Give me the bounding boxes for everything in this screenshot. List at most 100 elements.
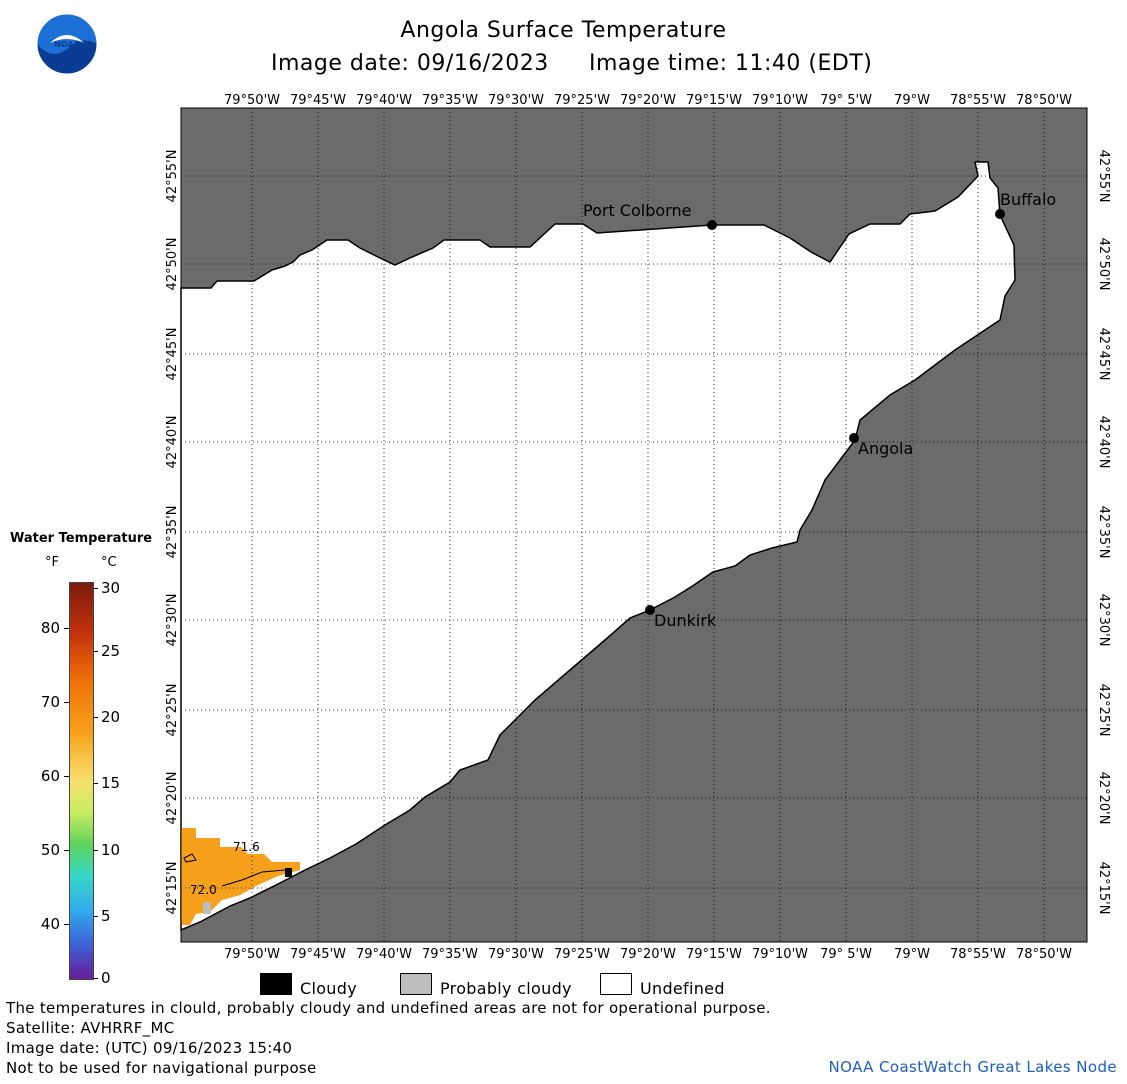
- legend-label-undefined: Undefined: [640, 979, 725, 998]
- colorbar-tick-c: 30: [101, 579, 121, 597]
- lat-label: 42°25'N: [165, 684, 180, 737]
- lat-label: 42°55'N: [165, 150, 180, 203]
- lon-label: 79°10'W: [752, 947, 808, 962]
- lon-labels-bottom: 79°50'W 79°45'W 79°40'W 79°35'W 79°30'W 79°25…: [224, 947, 1072, 962]
- cloudy-pixel: [285, 868, 292, 877]
- colorbar-tick-c: 0: [101, 969, 111, 987]
- colorbar-tick-mark: [64, 702, 69, 703]
- colorbar-tick-mark: [93, 783, 98, 784]
- colorbar-tick-mark: [93, 651, 98, 652]
- city-marker: [849, 433, 859, 443]
- footer-navigation-warning: Not to be used for navigational purpose: [6, 1059, 317, 1077]
- city-label: Dunkirk: [654, 611, 717, 630]
- lat-labels-left: 42°55'N 42°50'N 42°45'N 42°40'N 42°35'N 42°30…: [165, 150, 180, 915]
- lat-label: 42°40'N: [1096, 416, 1111, 469]
- colorbar-tick-mark: [93, 978, 98, 979]
- lon-label: 79°25'W: [554, 93, 610, 108]
- lat-label: 42°20'N: [165, 772, 180, 825]
- lat-label: 42°40'N: [165, 416, 180, 469]
- colorbar-tick-c: 20: [101, 708, 121, 726]
- probably-cloudy-pixel: [203, 902, 211, 914]
- city-label: Buffalo: [1000, 190, 1056, 209]
- lon-label: 79°25'W: [554, 947, 610, 962]
- lon-label: 79°15'W: [686, 93, 742, 108]
- colorbar-tick-c: 10: [101, 841, 121, 859]
- lat-labels-right: 42°55'N 42°50'N 42°45'N 42°40'N 42°35'N 42°30…: [1096, 150, 1111, 915]
- city-label: Angola: [858, 439, 913, 458]
- colorbar-title: Water Temperature: [10, 531, 153, 546]
- colorbar-tick-f: 60: [40, 767, 60, 785]
- lon-labels-top: 79°50'W 79°45'W 79°40'W 79°35'W 79°30'W 79°25…: [224, 93, 1072, 108]
- lon-label: 79°40'W: [356, 93, 412, 108]
- colorbar-tick-f: 40: [40, 915, 60, 933]
- colorbar-tick-mark: [64, 850, 69, 851]
- lon-label: 79°35'W: [422, 93, 478, 108]
- lon-label: 79°50'W: [224, 93, 280, 108]
- temp-label: 72.0: [190, 883, 217, 897]
- colorbar-tick-mark: [64, 776, 69, 777]
- colorbar-tick-mark: [64, 924, 69, 925]
- water-temp-patch: [181, 828, 300, 925]
- colorbar-tick-mark: [93, 717, 98, 718]
- lon-label: 78°55'W: [950, 93, 1006, 108]
- lat-label: 42°35'N: [165, 506, 180, 559]
- page-title: Angola Surface Temperature: [400, 18, 727, 43]
- lon-label: 79°W: [894, 947, 930, 962]
- lon-label: 79°45'W: [290, 93, 346, 108]
- lon-label: 79°30'W: [488, 93, 544, 108]
- city-marker: [995, 209, 1005, 219]
- lon-label: 78°50'W: [1016, 93, 1072, 108]
- lon-label: 78°50'W: [1016, 947, 1072, 962]
- footer-credit: NOAA CoastWatch Great Lakes Node: [828, 1058, 1117, 1076]
- colorbar-unit-f: °F: [45, 555, 59, 570]
- lon-label: 79°20'W: [620, 93, 676, 108]
- map-canvas: 71.6 72.0 79°50'W 79°45'W 79°40'W 79°35'W 79…: [165, 93, 1111, 962]
- lat-label: 42°45'N: [165, 328, 180, 381]
- lat-label: 42°50'N: [1096, 238, 1111, 291]
- colorbar-tick-mark: [93, 916, 98, 917]
- lon-label: 79°35'W: [422, 947, 478, 962]
- footer-satellite: Satellite: AVHRRF_MC: [6, 1019, 175, 1037]
- noaa-logo-text: NOAA: [54, 40, 80, 49]
- lat-label: 42°20'N: [1096, 772, 1111, 825]
- colorbar-tick-c: 25: [101, 642, 121, 660]
- lon-label: 79°10'W: [752, 93, 808, 108]
- lat-label: 42°15'N: [165, 862, 180, 915]
- lon-label: 79°40'W: [356, 947, 412, 962]
- image-time: Image time: 11:40 (EDT): [589, 51, 873, 76]
- lon-label: 79°30'W: [488, 947, 544, 962]
- lat-label: 42°30'N: [1096, 594, 1111, 647]
- city-marker: [645, 605, 655, 615]
- lon-label: 79°W: [894, 93, 930, 108]
- colorbar-tick-mark: [93, 588, 98, 589]
- colorbar-tick-mark: [93, 850, 98, 851]
- lat-label: 42°55'N: [1096, 150, 1111, 203]
- lat-label: 42°35'N: [1096, 506, 1111, 559]
- colorbar: [69, 582, 94, 980]
- lon-label: 79°15'W: [686, 947, 742, 962]
- lon-label: 79°50'W: [224, 947, 280, 962]
- footer-utc-date: Image date: (UTC) 09/16/2023 15:40: [6, 1039, 293, 1057]
- lat-label: 42°50'N: [165, 238, 180, 291]
- lon-label: 79° 5'W: [820, 93, 872, 108]
- lon-label: 79°20'W: [620, 947, 676, 962]
- legend-label-probably-cloudy: Probably cloudy: [440, 979, 572, 998]
- colorbar-tick-f: 70: [40, 693, 60, 711]
- noaa-logo: NOAA: [36, 13, 98, 75]
- isotherm-contour: [183, 853, 197, 863]
- lon-label: 79° 5'W: [820, 947, 872, 962]
- colorbar-unit-c: °C: [101, 555, 117, 570]
- legend-label-cloudy: Cloudy: [300, 979, 357, 998]
- colorbar-tick-mark: [64, 628, 69, 629]
- colorbar-tick-f: 50: [40, 841, 60, 859]
- lon-label: 78°55'W: [950, 947, 1006, 962]
- lat-label: 42°15'N: [1096, 862, 1111, 915]
- colorbar-tick-c: 15: [101, 774, 121, 792]
- legend-swatch-probably-cloudy: [400, 973, 432, 995]
- legend-swatch-cloudy: [260, 973, 292, 995]
- lat-label: 42°25'N: [1096, 684, 1111, 737]
- temp-label: 71.6: [233, 840, 260, 854]
- lat-label: 42°45'N: [1096, 328, 1111, 381]
- colorbar-tick-f: 80: [40, 619, 60, 637]
- city-marker: [707, 220, 717, 230]
